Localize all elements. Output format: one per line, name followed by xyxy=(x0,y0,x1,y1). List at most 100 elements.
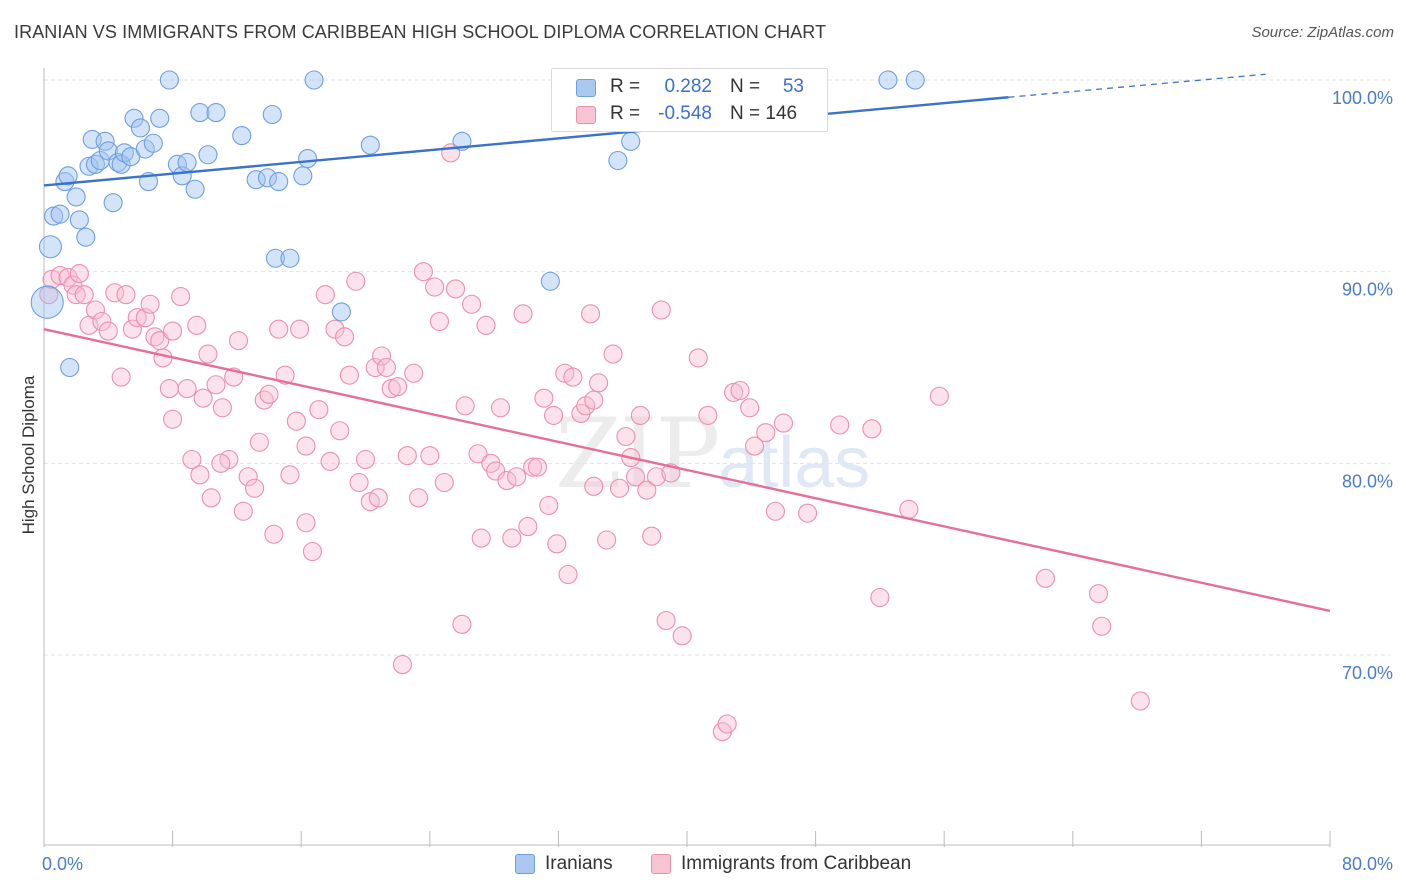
caribbean-trend-line xyxy=(43,327,1331,613)
caribbean-point xyxy=(259,384,279,404)
iranian-point xyxy=(76,227,96,247)
caribbean-point xyxy=(1092,616,1112,636)
caribbean-point xyxy=(1035,568,1056,588)
caribbean-point xyxy=(798,503,818,523)
legend-swatch-iranians xyxy=(515,854,535,874)
caribbean-point xyxy=(296,513,316,533)
iranian-point xyxy=(190,103,210,123)
caribbean-point xyxy=(471,528,491,548)
caribbean-point xyxy=(212,398,232,418)
caribbean-point xyxy=(388,377,408,397)
caribbean-point xyxy=(111,367,131,387)
caribbean-point xyxy=(238,467,258,487)
iranian-point xyxy=(905,70,925,90)
iranian-trend-line xyxy=(43,96,1009,187)
caribbean-point xyxy=(616,426,636,447)
chart-title: IRANIAN VS IMMIGRANTS FROM CARIBBEAN HIG… xyxy=(14,22,827,42)
y-tick-label: 70.0% xyxy=(1342,663,1393,683)
caribbean-point xyxy=(85,300,105,320)
iranian-point xyxy=(232,126,252,146)
legend-n-label: N = 146 xyxy=(730,103,798,124)
caribbean-point xyxy=(355,449,376,470)
caribbean-point xyxy=(140,294,160,314)
caribbean-point xyxy=(249,432,269,452)
stats-legend: R = 0.282 N = 53 R = -0.548 N = 146 xyxy=(551,68,828,132)
caribbean-point xyxy=(290,319,310,339)
caribbean-point xyxy=(899,499,919,519)
caribbean-point xyxy=(490,398,511,418)
caribbean-point xyxy=(862,419,882,439)
series-legend: Iranians Immigrants from Caribbean xyxy=(0,852,1406,878)
caribbean-point xyxy=(339,365,359,385)
caribbean-point xyxy=(264,524,284,544)
caribbean-point xyxy=(603,344,623,364)
caribbean-point xyxy=(698,405,718,425)
caribbean-point xyxy=(558,564,578,585)
iranian-point xyxy=(124,108,144,128)
iranian-point xyxy=(130,118,150,138)
caribbean-point xyxy=(597,530,617,550)
caribbean-point xyxy=(182,449,202,470)
axis-labels: 100.0% 90.0% 80.0% 70.0% 0.0% 80.0% High Schoo… xyxy=(19,88,1393,874)
legend-swatch-caribbean xyxy=(651,854,671,874)
caribbean-point xyxy=(630,405,650,425)
caribbean-point xyxy=(580,304,601,324)
iranian-point xyxy=(360,135,380,155)
caribbean-point xyxy=(325,319,345,339)
caribbean-point xyxy=(1088,584,1109,604)
iranian-point xyxy=(69,210,89,230)
caribbean-point xyxy=(513,304,533,324)
caribbean-point xyxy=(455,396,475,416)
caribbean-point xyxy=(740,398,760,418)
caribbean-point xyxy=(744,436,765,456)
caribbean-point xyxy=(765,501,785,521)
caribbean-point xyxy=(547,534,567,554)
caribbean-point xyxy=(527,457,548,477)
caribbean-point xyxy=(425,277,445,297)
caribbean-point xyxy=(275,365,295,385)
iranian-points xyxy=(30,70,925,378)
caribbean-point xyxy=(69,264,89,284)
caribbean-point xyxy=(163,321,183,341)
iranian-point xyxy=(150,108,170,128)
y-tick-label: 90.0% xyxy=(1342,280,1393,300)
caribbean-point xyxy=(539,495,559,516)
legend-swatch-iranians xyxy=(576,79,596,97)
legend-r-value: 0.282 xyxy=(664,76,712,97)
caribbean-point xyxy=(870,587,890,608)
caribbean-point xyxy=(228,331,249,351)
legend-row-iranians: R = 0.282 N = 53 xyxy=(552,74,827,100)
caribbean-point xyxy=(584,476,604,496)
legend-swatch-caribbean xyxy=(576,106,596,124)
caribbean-point xyxy=(408,488,429,508)
caribbean-point xyxy=(476,315,496,335)
iranian-point xyxy=(293,166,313,186)
caribbean-point xyxy=(544,405,564,425)
axes xyxy=(43,68,1331,847)
caribbean-point xyxy=(193,388,213,408)
caribbean-point xyxy=(372,346,392,366)
caribbean-point xyxy=(201,488,221,508)
iranian-point xyxy=(206,103,226,123)
caribbean-point xyxy=(280,465,300,485)
iranian-point xyxy=(66,187,86,207)
iranian-point xyxy=(103,193,123,213)
caribbean-point xyxy=(365,357,385,378)
legend-row-caribbean: R = -0.548 N = 146 xyxy=(552,101,827,127)
caribbean-point xyxy=(39,285,59,305)
iranian-point xyxy=(50,204,70,224)
x-tick-label: 0.0% xyxy=(42,854,83,874)
caribbean-point xyxy=(269,319,289,339)
iranian-point xyxy=(185,179,205,199)
caribbean-point xyxy=(646,467,667,487)
caribbean-point xyxy=(497,471,517,491)
caribbean-point xyxy=(368,488,388,508)
caribbean-point xyxy=(518,517,538,537)
caribbean-point xyxy=(376,357,396,378)
caribbean-point xyxy=(397,446,417,466)
iranian-point xyxy=(304,70,324,90)
caribbean-point xyxy=(445,279,466,299)
caribbean-point xyxy=(74,285,94,305)
caribbean-point xyxy=(462,294,482,314)
